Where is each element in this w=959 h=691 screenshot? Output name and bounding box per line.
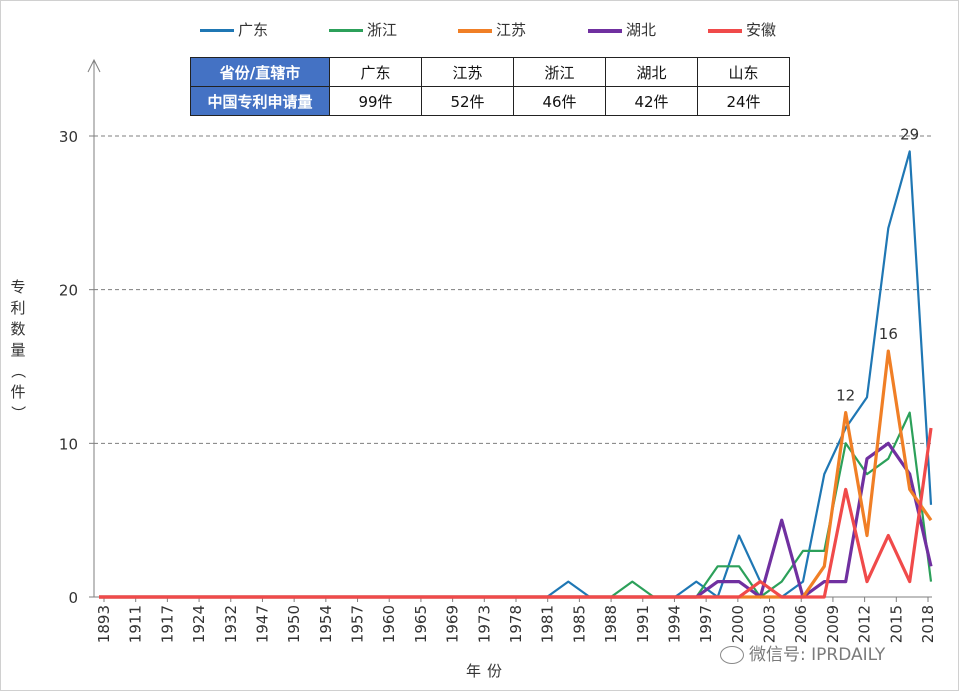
x-tick-label: 1981 bbox=[539, 605, 557, 643]
legend-item: 浙江 bbox=[329, 19, 397, 40]
x-tick-label: 1978 bbox=[507, 605, 525, 643]
province-cell: 江苏 bbox=[421, 57, 514, 87]
y-tick-label: 30 bbox=[59, 128, 78, 146]
x-tick-label: 1950 bbox=[285, 605, 303, 643]
legend-item: 江苏 bbox=[458, 19, 526, 40]
x-tick-label: 1994 bbox=[665, 605, 683, 643]
x-tick-label: 1932 bbox=[222, 605, 240, 643]
legend-item: 广东 bbox=[200, 19, 268, 40]
watermark: 微信号: IPRDAILY bbox=[720, 640, 885, 665]
province-cell: 浙江 bbox=[513, 57, 606, 87]
legend-swatch bbox=[329, 29, 363, 32]
y-label-char: 利 bbox=[10, 299, 25, 317]
x-tick-labels: 1893 1911 1917 1924 1932 1947 1950 1954 1957 1960… bbox=[95, 605, 937, 643]
grid-lines bbox=[94, 135, 932, 444]
legend-item: 安徽 bbox=[708, 19, 776, 40]
y-label-char: 专 bbox=[10, 278, 25, 296]
x-tick-label: 1988 bbox=[602, 605, 620, 643]
x-tick-label: 1985 bbox=[570, 605, 588, 643]
x-tick-label: 2003 bbox=[761, 605, 779, 643]
count-cell: 52件 bbox=[421, 86, 514, 116]
legend-label: 江苏 bbox=[496, 21, 527, 39]
table-row: 省份/直辖市 广东 江苏 浙江 湖北 山东 bbox=[190, 57, 790, 87]
x-tick-label: 1997 bbox=[697, 605, 715, 643]
y-label-char: ） bbox=[9, 405, 27, 420]
series-line-4 bbox=[99, 441, 933, 599]
legend-label: 浙江 bbox=[367, 21, 398, 39]
series-line-5 bbox=[99, 427, 933, 599]
y-label-char: 数 bbox=[10, 320, 25, 338]
legend-label: 湖北 bbox=[626, 21, 657, 39]
wechat-icon bbox=[720, 646, 744, 664]
watermark-text: 微信号: IPRDAILY bbox=[749, 645, 886, 665]
count-cell: 99件 bbox=[329, 86, 422, 116]
x-tick-label: 1954 bbox=[317, 605, 335, 643]
x-tick-label: 1924 bbox=[190, 605, 208, 643]
legend-swatch bbox=[458, 28, 492, 33]
x-tick-label: 2012 bbox=[856, 605, 874, 643]
legend-item: 湖北 bbox=[588, 19, 656, 40]
x-tick-label: 1947 bbox=[253, 605, 271, 643]
x-axis-label: 年份 bbox=[466, 662, 509, 680]
legend-label: 安徽 bbox=[746, 21, 777, 39]
x-tick-label: 1957 bbox=[349, 605, 367, 643]
count-cell: 42件 bbox=[605, 86, 698, 116]
series-lines bbox=[99, 150, 933, 599]
series-line-1 bbox=[99, 150, 933, 599]
x-tick-label: 2015 bbox=[887, 605, 905, 643]
y-tick-labels: 0 10 20 30 bbox=[59, 128, 78, 607]
province-cell: 湖北 bbox=[605, 57, 698, 87]
count-cell: 46件 bbox=[513, 86, 606, 116]
y-label-char: 件 bbox=[10, 383, 25, 401]
legend-swatch bbox=[588, 28, 622, 33]
axes bbox=[87, 58, 932, 602]
y-tick-label: 10 bbox=[59, 435, 78, 453]
x-tick-label: 1911 bbox=[127, 605, 145, 643]
y-label-char: 量 bbox=[10, 341, 25, 359]
row-header-count: 中国专利申请量 bbox=[190, 86, 330, 116]
summary-table: 省份/直辖市 广东 江苏 浙江 湖北 山东 中国专利申请量 99件 52件 46… bbox=[190, 57, 790, 116]
y-tick-label: 20 bbox=[59, 282, 78, 300]
x-tick-label: 1917 bbox=[158, 605, 176, 643]
data-label: 16 bbox=[879, 325, 898, 343]
x-tick-label: 1973 bbox=[475, 605, 493, 643]
legend-swatch bbox=[708, 28, 742, 33]
x-tick-label: 2006 bbox=[792, 605, 810, 643]
y-label-char: （ bbox=[9, 363, 27, 378]
legend-swatch bbox=[200, 29, 234, 32]
data-labels: 29 16 12 bbox=[836, 125, 919, 404]
legend-label: 广东 bbox=[238, 21, 269, 39]
x-tick-label: 1893 bbox=[95, 605, 113, 643]
data-label: 12 bbox=[836, 387, 855, 405]
province-cell: 山东 bbox=[697, 57, 790, 87]
x-tick-label: 1960 bbox=[380, 605, 398, 643]
x-tick-label: 2009 bbox=[824, 605, 842, 643]
y-axis-arrow bbox=[87, 58, 101, 73]
x-tick-label: 2000 bbox=[729, 605, 747, 643]
data-label: 29 bbox=[900, 125, 919, 143]
row-header-province: 省份/直辖市 bbox=[190, 57, 330, 87]
x-tick-label: 2018 bbox=[919, 605, 937, 643]
x-tick-label: 1991 bbox=[634, 605, 652, 643]
count-cell: 24件 bbox=[697, 86, 790, 116]
table-row: 中国专利申请量 99件 52件 46件 42件 24件 bbox=[190, 86, 790, 116]
x-tick-label: 1969 bbox=[444, 605, 462, 643]
x-tick-label: 1965 bbox=[412, 605, 430, 643]
province-cell: 广东 bbox=[329, 57, 422, 87]
y-tick-label: 0 bbox=[68, 589, 78, 607]
